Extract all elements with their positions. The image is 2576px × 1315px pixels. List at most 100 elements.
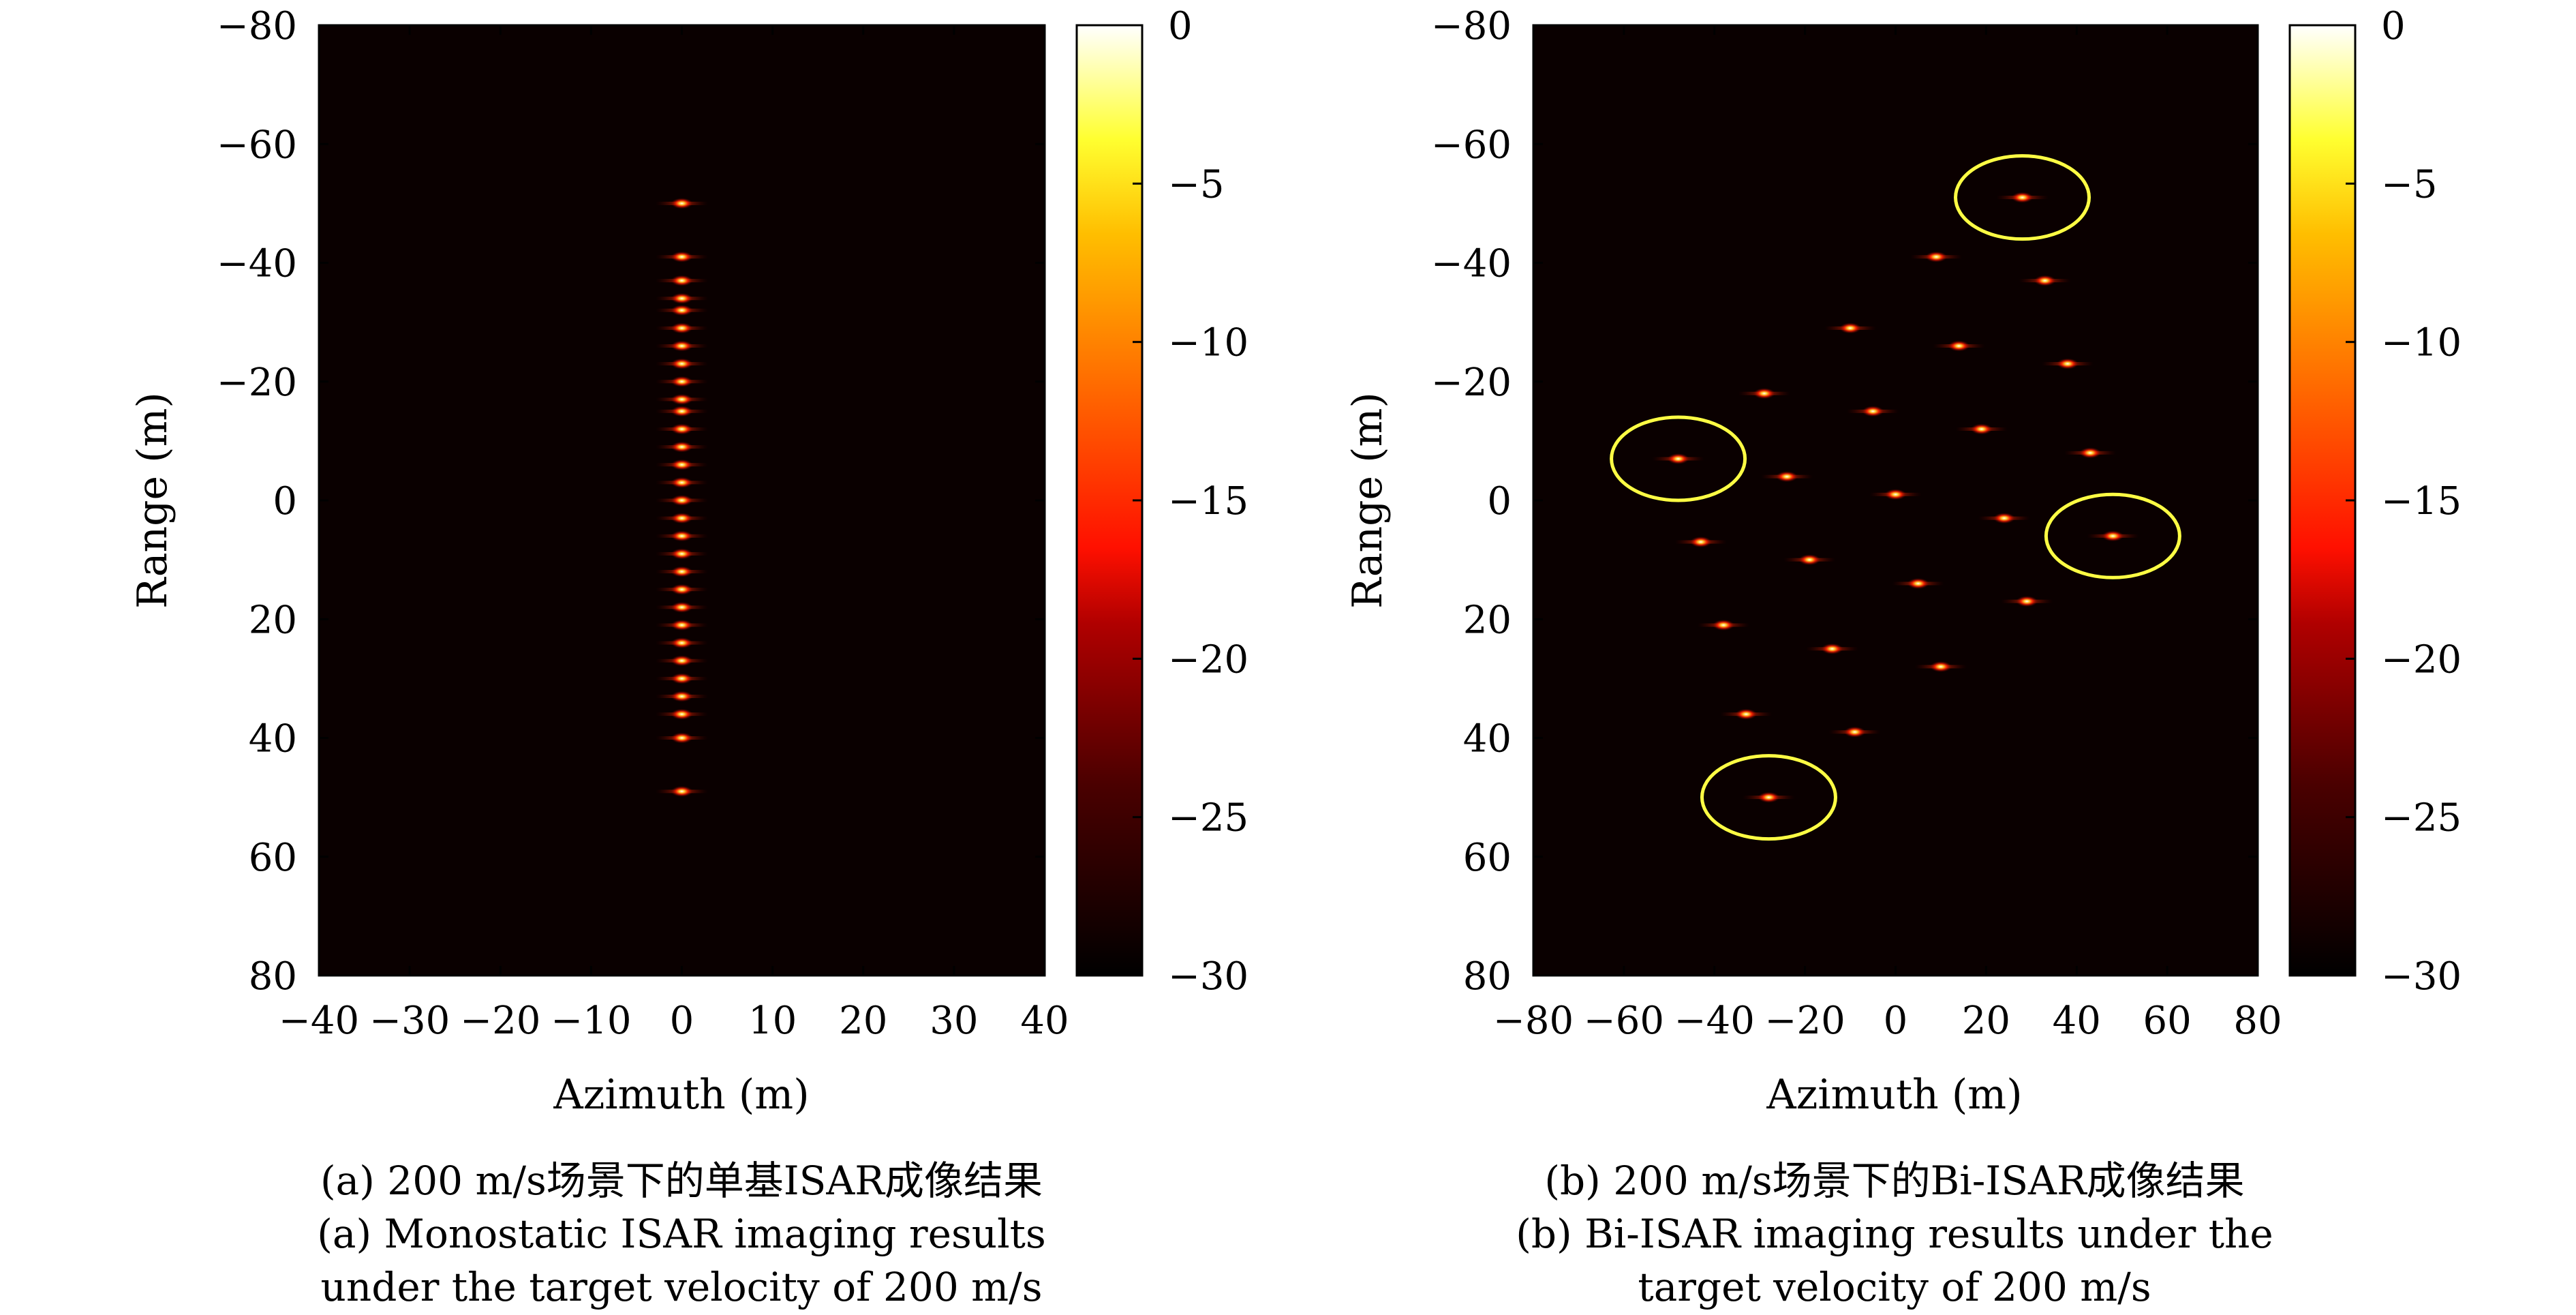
scatterer-b-2	[2019, 275, 2071, 286]
panel-a-y-axis-title: Range (m)	[129, 392, 177, 609]
x-tick-label: 40	[2053, 999, 2101, 1043]
scatterer-b-11	[1761, 471, 1813, 483]
scatterer-peak	[2056, 358, 2079, 369]
scatterer-peak	[671, 566, 693, 577]
scatterer-peak	[671, 358, 693, 369]
colorbar-tick-label: −25	[1168, 796, 1248, 841]
panel-b-scatterers	[1652, 192, 2139, 803]
scatterer-peak	[1948, 340, 1970, 352]
scatterer-peak	[1735, 708, 1758, 720]
scatterer-b-16	[1783, 554, 1836, 566]
scatterer-peak	[671, 393, 693, 405]
scatterer-peak	[671, 601, 693, 613]
panel-b-caption-line-1: (b) 200 m/s场景下的Bi-ISAR成像结果	[1544, 1158, 2244, 1204]
panel-b-highlight-ellipses	[1610, 154, 2181, 841]
panel-a-x-axis: −40 −30 −20 −10 0 10 20 30 40	[279, 25, 1069, 1043]
scatterer-peak	[1821, 643, 1843, 654]
scatterer-a-21	[656, 601, 708, 613]
x-tick-label: 80	[2233, 999, 2282, 1043]
scatterer-peak	[1884, 489, 1907, 500]
scatterer-peak	[671, 732, 693, 744]
panel-a-y-axis: −80 −60 −40 −20 0 20 40 60 80	[217, 4, 1045, 999]
highlight-ellipse-1	[1610, 415, 1747, 502]
scatterer-b-4	[1933, 340, 1985, 352]
scatterer-b-17	[1892, 577, 1944, 589]
colorbar-tick-label: −20	[2381, 637, 2462, 682]
x-tick-label: −10	[551, 999, 631, 1043]
x-tick-label: −40	[279, 999, 359, 1043]
scatterer-peak	[1667, 453, 1689, 465]
scatterer-a-13	[656, 459, 708, 470]
y-tick-label: 0	[273, 479, 297, 524]
y-tick-label: 60	[249, 836, 297, 880]
scatterer-peak	[1929, 661, 1952, 672]
scatterer-a-0	[656, 198, 708, 209]
scatterer-peak	[671, 637, 693, 649]
y-tick-label: −20	[1431, 361, 1512, 405]
scatterer-b-21	[1914, 661, 1967, 672]
scatterer-peak	[671, 376, 693, 387]
scatterer-peak	[671, 340, 693, 352]
scatterer-peak	[2079, 447, 2102, 459]
y-tick-label: −40	[1431, 242, 1512, 286]
colorbar-tick-label: −5	[1168, 162, 1225, 207]
panel-b-bistatic: −80 −60 −40 −20 0 20 40 60 80 −80−60−40−20020406…	[1344, 4, 2462, 1310]
colorbar-tick-label: −15	[1168, 479, 1248, 524]
x-tick-label: −80	[1493, 999, 1574, 1043]
panel-b-caption: (b) 200 m/s场景下的Bi-ISAR成像结果 (b) Bi-ISAR i…	[1516, 1158, 2273, 1310]
scatterer-a-3	[656, 292, 708, 304]
colorbar-tick-label: −25	[2381, 796, 2462, 841]
scatterer-a-1	[656, 251, 708, 262]
x-tick-label: 30	[930, 999, 978, 1043]
panel-b-x-axis: −80 −60 −40 −20 0 20 40 60 80	[1493, 25, 2282, 1043]
scatterer-b-14	[2087, 530, 2139, 542]
scatterer-a-17	[656, 530, 708, 542]
scatterer-b-5	[2041, 358, 2094, 369]
scatterer-peak	[671, 305, 693, 316]
panel-a-x-axis-title: Azimuth (m)	[553, 1071, 809, 1119]
scatterer-peak	[671, 530, 693, 542]
scatterer-b-0	[1996, 192, 2049, 203]
colorbar-tick-label: −5	[2381, 162, 2438, 207]
y-tick-label: −60	[1431, 123, 1512, 167]
colorbar-tick-label: 0	[1168, 4, 1193, 48]
scatterer-peak	[2102, 530, 2124, 542]
scatterer-a-6	[656, 340, 708, 352]
scatterer-a-22	[656, 619, 708, 631]
x-tick-label: 60	[2143, 999, 2191, 1043]
scatterer-peak	[1758, 791, 1780, 803]
x-tick-label: 20	[1962, 999, 2010, 1043]
scatterer-b-6	[1738, 388, 1790, 399]
scatterer-a-25	[656, 673, 708, 684]
y-tick-label: −60	[217, 123, 297, 167]
scatterer-b-12	[1869, 489, 1922, 500]
x-tick-label: −20	[460, 999, 540, 1043]
scatterer-peak	[1798, 554, 1821, 566]
scatterer-peak	[671, 441, 693, 453]
scatterer-a-26	[656, 691, 708, 702]
x-tick-label: 0	[670, 999, 694, 1043]
scatterer-peak	[671, 292, 693, 304]
scatterer-b-15	[1674, 536, 1727, 547]
scatterer-peak	[671, 406, 693, 417]
scatterer-peak	[671, 673, 693, 684]
scatterer-peak	[1843, 726, 1866, 738]
x-tick-label: 0	[1884, 999, 1908, 1043]
colorbar-tick-label: −15	[2381, 479, 2462, 524]
colorbar-tick-label: 0	[2381, 4, 2406, 48]
y-tick-label: 40	[1463, 717, 1512, 761]
scatterer-peak	[1925, 251, 1948, 262]
scatterer-b-7	[1847, 406, 1899, 417]
scatterer-peak	[671, 495, 693, 506]
scatterer-b-22	[1720, 708, 1773, 720]
scatterer-a-8	[656, 376, 708, 387]
scatterer-a-18	[656, 548, 708, 560]
panel-a-caption: (a) 200 m/s场景下的单基ISAR成像结果 (a) Monostatic…	[317, 1158, 1045, 1310]
scatterer-a-4	[656, 305, 708, 316]
y-tick-label: 80	[1463, 954, 1512, 999]
y-tick-label: 20	[249, 598, 297, 642]
scatterer-peak	[1993, 513, 2015, 524]
scatterer-b-13	[1978, 513, 2030, 524]
scatterer-a-5	[656, 322, 708, 334]
panel-a-colorbar	[1075, 24, 1144, 977]
